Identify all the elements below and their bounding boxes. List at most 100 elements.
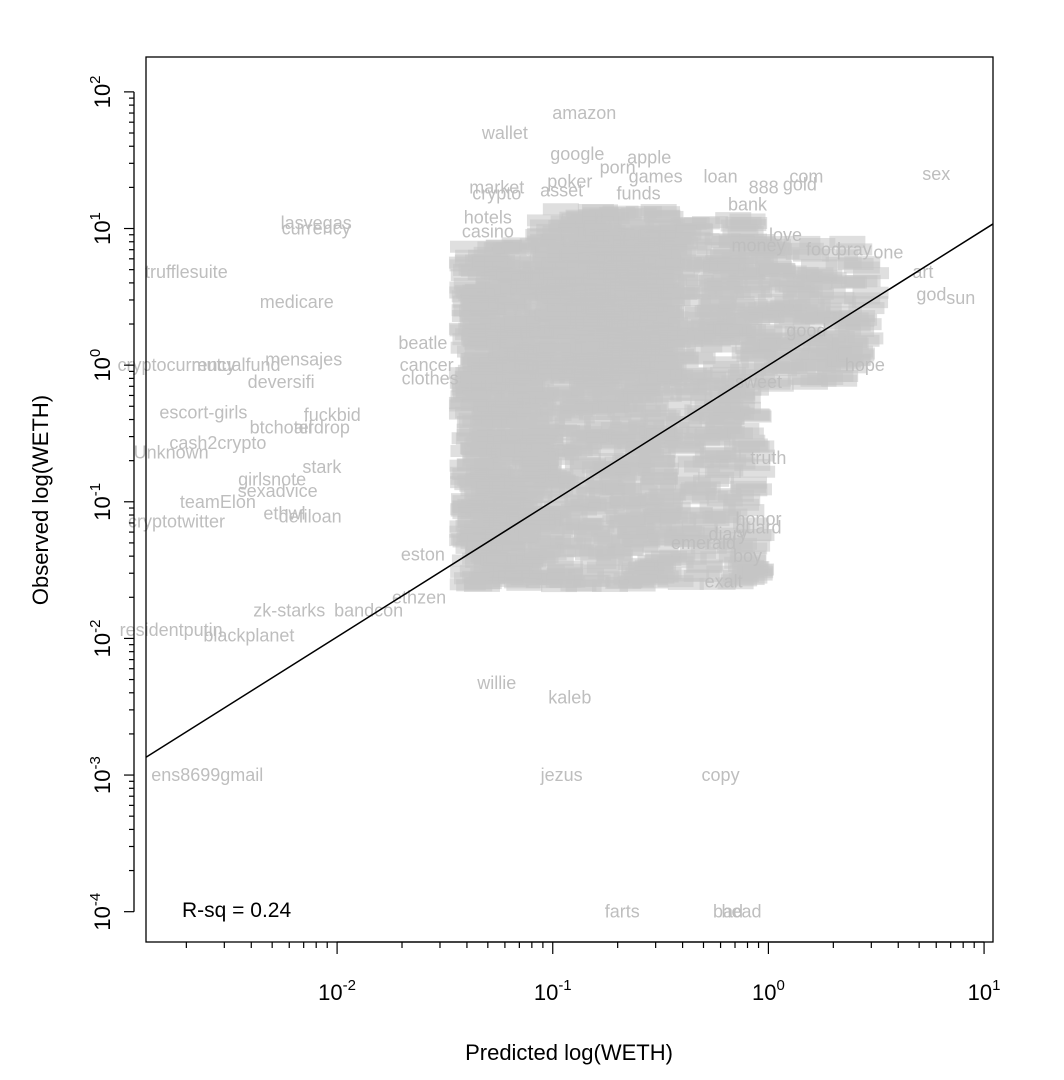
point-label: com [789, 167, 823, 187]
point-label: cryptocurrency [117, 355, 235, 375]
point-label: kaleb [548, 687, 591, 707]
dense-mark [585, 469, 622, 482]
dense-mark [468, 302, 505, 315]
dense-mark [470, 462, 507, 475]
dense-mark [714, 521, 751, 534]
dense-mark [730, 219, 767, 232]
y-tick-label: 10-2 [87, 620, 115, 658]
point-label: bank [728, 194, 768, 214]
dense-mark [832, 337, 869, 350]
point-label: art [912, 262, 933, 282]
dense-mark [610, 493, 647, 506]
dense-mark [729, 550, 766, 563]
dense-mark [717, 390, 754, 403]
point-label: funds [617, 184, 661, 204]
dense-mark [450, 240, 487, 253]
dense-mark [570, 313, 607, 326]
dense-mark [655, 232, 692, 245]
point-label: ethwl [263, 504, 305, 524]
dense-point-cloud [448, 203, 890, 593]
x-axis-title: Predicted log(WETH) [465, 1040, 673, 1065]
point-label: girlsnote [238, 470, 306, 490]
dense-mark [451, 554, 488, 567]
dense-mark [829, 235, 866, 248]
dense-mark [562, 442, 599, 455]
dense-mark [557, 544, 594, 557]
dense-mark [658, 286, 695, 299]
dense-mark [516, 410, 553, 423]
point-label: gold [783, 174, 817, 194]
dense-mark [651, 374, 688, 387]
point-label: cryptotwitter [128, 511, 225, 531]
dense-mark [657, 556, 694, 569]
point-label: cancer [400, 355, 454, 375]
dense-mark [772, 349, 809, 362]
dense-mark [755, 253, 792, 266]
point-label: stark [302, 457, 342, 477]
dense-mark [505, 430, 542, 443]
point-label: love [769, 225, 802, 245]
dense-mark [822, 249, 859, 262]
point-label: clothes [402, 368, 459, 388]
dense-mark [592, 579, 629, 592]
y-tick-label: 10-3 [87, 756, 115, 794]
point-label: hotels [464, 208, 512, 228]
dense-mark [704, 281, 741, 294]
point-label: ethzen [392, 587, 446, 607]
point-label: eston [401, 545, 445, 565]
point-label: copy [702, 765, 740, 785]
dense-mark [841, 275, 878, 288]
dense-mark [551, 506, 588, 519]
dense-mark [549, 227, 586, 240]
dense-mark [734, 539, 771, 552]
dense-mark [452, 495, 489, 508]
point-label: head [721, 902, 761, 922]
dense-mark [600, 422, 637, 435]
point-label: market [469, 177, 524, 197]
y-tick-label: 10-4 [87, 893, 115, 931]
dense-mark [564, 359, 601, 372]
dense-mark [731, 476, 768, 489]
dense-mark [586, 340, 623, 353]
dense-mark [800, 349, 837, 362]
dense-mark [681, 519, 718, 532]
dense-mark [604, 310, 641, 323]
x-tick-label: 10-2 [318, 977, 356, 1005]
point-label: good [786, 320, 826, 340]
dense-mark [761, 338, 798, 351]
point-label: fuckbid [304, 405, 361, 425]
dense-mark [532, 356, 569, 369]
dense-mark [642, 570, 679, 583]
y-axis-title: Observed log(WETH) [28, 395, 53, 605]
dense-mark [506, 379, 543, 392]
dense-mark [740, 351, 777, 364]
dense-mark [524, 545, 561, 558]
dense-mark [716, 309, 753, 322]
point-label: amazon [552, 103, 616, 123]
dense-mark [702, 511, 739, 524]
x-tick-label: 100 [752, 977, 785, 1005]
point-label: zk-starks [253, 601, 325, 621]
point-label: Unknown [134, 442, 209, 462]
point-label: ens8699gmail [151, 765, 263, 785]
dense-mark [645, 365, 682, 378]
point-label: beatle [398, 333, 447, 353]
dense-mark [791, 359, 828, 372]
point-label: bad [713, 902, 743, 922]
point-label: sweet [735, 372, 782, 392]
dense-mark [469, 378, 506, 391]
dense-mark [449, 281, 486, 294]
dense-mark [577, 251, 614, 264]
point-label: diary [709, 524, 748, 544]
dense-mark [484, 479, 521, 492]
dense-mark [711, 235, 748, 248]
dense-mark [452, 387, 489, 400]
point-label: medicare [260, 292, 334, 312]
dense-mark [556, 405, 593, 418]
dense-mark [496, 554, 533, 567]
point-label: boy [733, 546, 762, 566]
dense-mark [555, 283, 592, 296]
dense-mark [676, 388, 713, 401]
dense-mark [639, 455, 676, 468]
point-label: deversifi [248, 372, 315, 392]
